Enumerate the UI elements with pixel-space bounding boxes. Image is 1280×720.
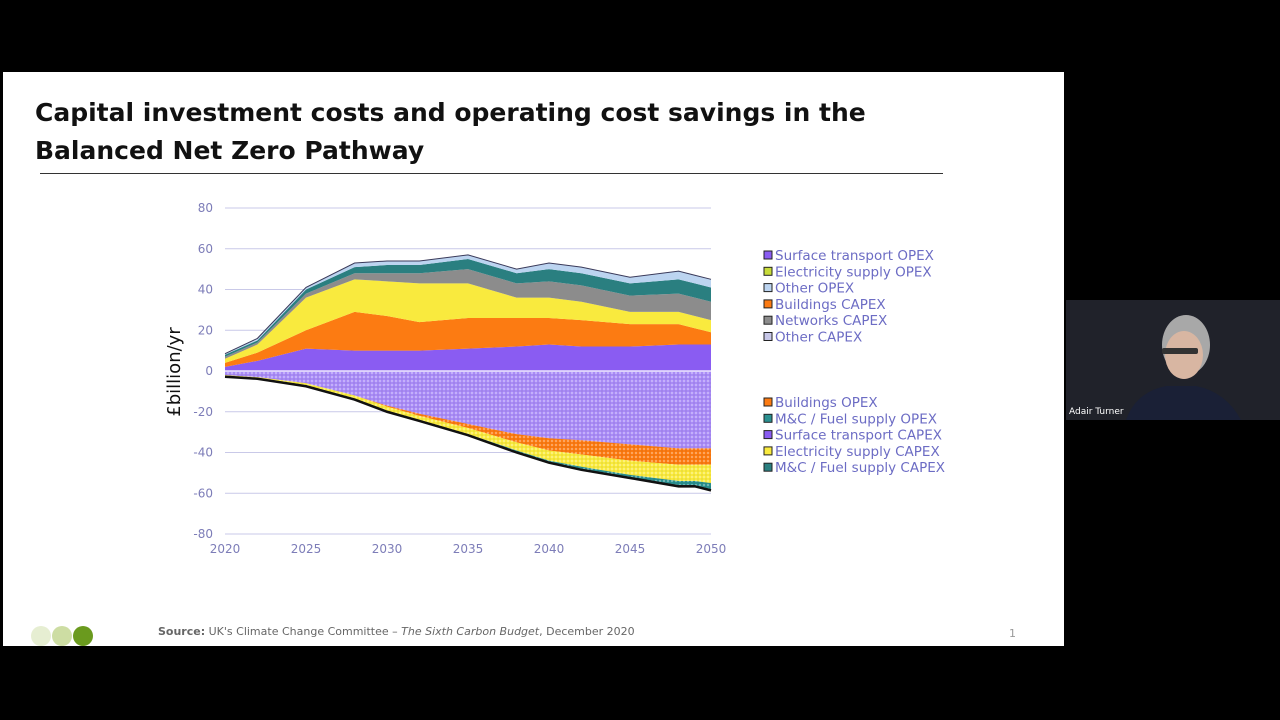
- positive-area-electricity-supply-opex: [225, 279, 711, 363]
- legend-swatch-m-c-fuel-supply-capex: [763, 462, 773, 472]
- x-tick-label: 2040: [534, 542, 565, 556]
- logo-dot-1: [31, 626, 51, 646]
- negative-texture-electricity-supply-capex: [225, 375, 711, 484]
- legend-swatch-surface-transport-opex: [763, 250, 773, 260]
- x-tick-label: 2035: [453, 542, 484, 556]
- legend-swatch-other-capex: [763, 332, 773, 341]
- legend-swatch-buildings-opex: [763, 397, 773, 407]
- source-title: The Sixth Carbon Budget: [401, 625, 540, 638]
- logo-dot-3: [73, 626, 93, 646]
- participant-silhouette: [1066, 300, 1280, 420]
- legend-label-surface-transport-capex: Surface transport CAPEX: [775, 428, 942, 444]
- legend-swatch-electricity-supply-capex: [763, 446, 773, 456]
- title-divider: [40, 173, 943, 174]
- page-number: 1: [1009, 627, 1016, 640]
- legend-label-other-capex: Other CAPEX: [775, 330, 862, 346]
- y-tick-label: -60: [193, 486, 213, 500]
- legend-label-surface-transport-opex: Surface transport OPEX: [775, 248, 934, 264]
- x-tick-label: 2030: [372, 542, 403, 556]
- slide: Capital investment costs and operating c…: [3, 72, 1064, 646]
- legend-swatch-other-opex: [763, 283, 773, 293]
- source-date: , December 2020: [539, 625, 635, 638]
- source-text: UK's Climate Change Committee –: [208, 625, 402, 638]
- legend-swatch-buildings-capex: [763, 299, 773, 309]
- logo-dot-2: [52, 626, 72, 646]
- legend-swatch-electricity-supply-opex: [763, 266, 773, 276]
- x-tick-label: 2050: [696, 542, 727, 556]
- x-tick-label: 2025: [291, 542, 322, 556]
- source-note: Source: UK's Climate Change Committee – …: [158, 625, 635, 638]
- y-tick-label: 80: [198, 201, 213, 215]
- y-tick-label: 0: [205, 364, 213, 378]
- y-tick-label: -20: [193, 405, 213, 419]
- positive-area-surface-transport-opex: [225, 344, 711, 371]
- source-label: Source:: [158, 625, 206, 638]
- y-tick-label: 60: [198, 242, 213, 256]
- x-tick-label: 2020: [210, 542, 241, 556]
- legend-swatch-networks-capex: [763, 315, 773, 325]
- negative-outline: [224, 375, 712, 492]
- legend-swatch-m-c-fuel-supply-opex: [763, 413, 773, 423]
- positive-outline: [224, 254, 712, 355]
- legend-label-electricity-supply-capex: Electricity supply CAPEX: [775, 444, 940, 460]
- positive-area-networks-capex: [225, 269, 711, 359]
- slide-title: Capital investment costs and operating c…: [35, 98, 866, 165]
- legend-label-networks-capex: Networks CAPEX: [775, 313, 887, 329]
- negative-texture-buildings-opex: [225, 375, 711, 465]
- positive-area-other-capex: [225, 258, 711, 357]
- legend-label-m-c-fuel-supply-opex: M&C / Fuel supply OPEX: [775, 411, 937, 427]
- legend-label-other-opex: Other OPEX: [775, 281, 854, 297]
- legend-label-buildings-capex: Buildings CAPEX: [775, 297, 886, 313]
- positive-area-buildings-capex: [225, 311, 711, 367]
- negative-texture-surface-transport-capex: [225, 371, 711, 449]
- y-tick-label: 20: [198, 323, 213, 337]
- y-tick-label: 40: [198, 283, 213, 297]
- y-axis-label: £billion/yr: [164, 327, 185, 417]
- legend-label-electricity-supply-opex: Electricity supply OPEX: [775, 264, 932, 280]
- x-tick-label: 2045: [615, 542, 646, 556]
- legend-label-m-c-fuel-supply-capex: M&C / Fuel supply CAPEX: [775, 460, 945, 476]
- y-tick-label: -80: [193, 527, 213, 541]
- participant-video-tile[interactable]: Adair Turner: [1066, 300, 1280, 420]
- legend-label-buildings-opex: Buildings OPEX: [775, 395, 878, 411]
- logo: [31, 626, 95, 646]
- participant-name: Adair Turner: [1069, 407, 1124, 417]
- area-layer: [224, 254, 712, 492]
- legend-swatch-surface-transport-capex: [763, 430, 773, 440]
- y-tick-label: -40: [193, 446, 213, 460]
